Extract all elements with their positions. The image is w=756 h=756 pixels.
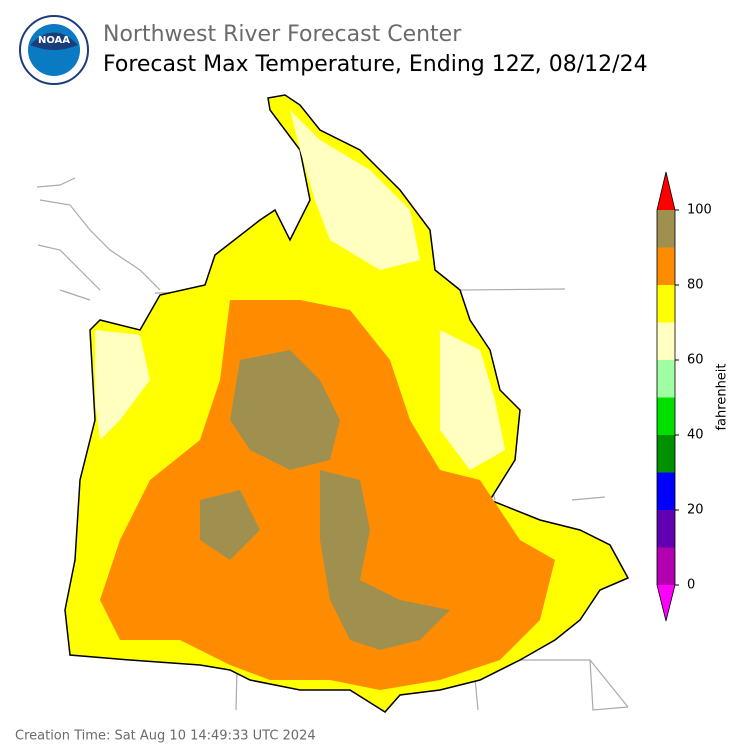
colorbar-segment <box>657 397 675 435</box>
colorbar-segment <box>657 322 675 360</box>
hot-zone <box>200 350 450 650</box>
colorbar-tick-label: 40 <box>687 428 704 443</box>
colorbar-tick-label: 20 <box>687 503 704 518</box>
noaa-logo: NOAA <box>19 15 89 85</box>
colorbar-label: fahrenheit <box>715 363 730 430</box>
colorbar-segment <box>657 285 675 323</box>
colorbar-segment <box>657 247 675 285</box>
colorbar-over-arrow <box>657 172 675 210</box>
colorbar-segment <box>657 472 675 510</box>
colorbar-segment <box>657 435 675 473</box>
colorbar-segment <box>657 210 675 248</box>
colorbar-tick-label: 0 <box>687 578 695 593</box>
colorbar-tick-label: 80 <box>687 278 704 293</box>
title: Northwest River Forecast Center <box>103 22 462 47</box>
colorbar-segment <box>657 510 675 548</box>
colorbar: fahrenheit 0 20 40 60 80 100 <box>656 171 730 622</box>
logo-text: NOAA <box>38 35 70 46</box>
map <box>36 94 630 713</box>
colorbar-tick-label: 100 <box>687 203 712 218</box>
creation-time: Creation Time: Sat Aug 10 14:49:33 UTC 2… <box>15 729 316 744</box>
cool-zone <box>95 110 505 470</box>
colorbar-segment <box>657 547 675 585</box>
subtitle: Forecast Max Temperature, Ending 12Z, 08… <box>103 52 648 77</box>
colorbar-tick-label: 60 <box>687 353 704 368</box>
colorbar-segment <box>657 360 675 398</box>
colorbar-under-arrow <box>657 585 675 621</box>
